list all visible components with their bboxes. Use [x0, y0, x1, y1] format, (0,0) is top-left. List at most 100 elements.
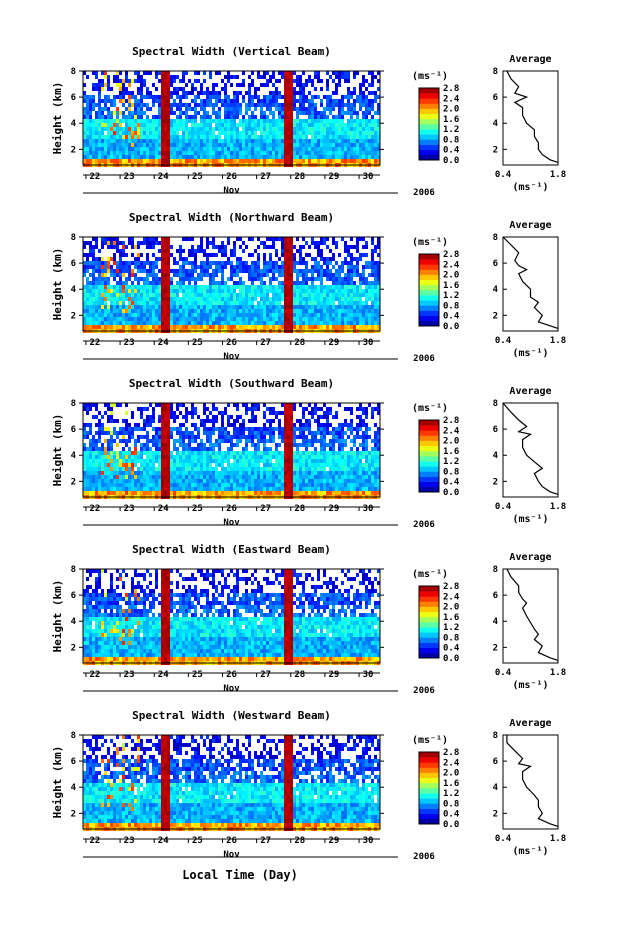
- heatmap-cell: [83, 261, 86, 265]
- heatmap-cell: [257, 139, 260, 143]
- heatmap-cell: [170, 415, 173, 419]
- heatmap-cell: [125, 427, 128, 431]
- heatmap-cell: [89, 135, 92, 139]
- heatmap-cell: [344, 325, 347, 329]
- heatmap-cell: [161, 301, 164, 305]
- heatmap-cell: [170, 431, 173, 435]
- heatmap-cell: [131, 79, 134, 83]
- heatmap-cell: [146, 123, 149, 127]
- heatmap-cell: [134, 463, 137, 467]
- heatmap-cell: [251, 305, 254, 309]
- heatmap-cell: [275, 103, 278, 107]
- heatmap-cell: [212, 475, 215, 479]
- heatmap-cell: [191, 99, 194, 103]
- heatmap-cell: [302, 159, 305, 163]
- heatmap-cell: [311, 321, 314, 325]
- heatmap-cell: [152, 253, 155, 257]
- heatmap-cell: [239, 281, 242, 285]
- heatmap-cell: [374, 139, 377, 143]
- heatmap-cell: [257, 95, 260, 99]
- heatmap-cell: [116, 107, 119, 111]
- heatmap-cell: [227, 321, 230, 325]
- heatmap-cell: [191, 293, 194, 297]
- heatmap-cell: [95, 479, 98, 483]
- heatmap-cell: [83, 119, 86, 123]
- heatmap-cell: [374, 131, 377, 135]
- heatmap-cell: [200, 313, 203, 317]
- heatmap-cell: [227, 289, 230, 293]
- heatmap-cell: [233, 123, 236, 127]
- heatmap-cell: [209, 265, 212, 269]
- heatmap-cell: [164, 475, 167, 479]
- heatmap-cell: [248, 103, 251, 107]
- heatmap-cell: [107, 297, 110, 301]
- heatmap-cell: [182, 79, 185, 83]
- heatmap-cell: [215, 119, 218, 123]
- heatmap-cell: [221, 245, 224, 249]
- heatmap-cell: [182, 127, 185, 131]
- heatmap-cell: [239, 317, 242, 321]
- heatmap-cell: [146, 443, 149, 447]
- heatmap-cell: [170, 103, 173, 107]
- heatmap-cell: [158, 321, 161, 325]
- heatmap-cell: [146, 285, 149, 289]
- heatmap-cell: [179, 143, 182, 147]
- heatmap-cell: [116, 71, 119, 75]
- heatmap-cell: [305, 269, 308, 273]
- heatmap-cell: [194, 451, 197, 455]
- heatmap-cell: [227, 147, 230, 151]
- heatmap-cell: [215, 135, 218, 139]
- heatmap-cell: [344, 261, 347, 265]
- heatmap-cell: [236, 107, 239, 111]
- heatmap-cell: [362, 135, 365, 139]
- heatmap-cell: [230, 325, 233, 329]
- heatmap-cell: [116, 127, 119, 131]
- heatmap-cell: [161, 139, 164, 143]
- heatmap-cell: [131, 273, 134, 277]
- heatmap-cell: [269, 131, 272, 135]
- heatmap-cell: [338, 119, 341, 123]
- heatmap-cell: [152, 155, 155, 159]
- heatmap-cell: [185, 321, 188, 325]
- heatmap-cell: [209, 135, 212, 139]
- heatmap-cell: [173, 479, 176, 483]
- heatmap-cell: [284, 143, 287, 147]
- heatmap-cell: [113, 241, 116, 245]
- heatmap-cell: [272, 297, 275, 301]
- heatmap-cell: [131, 467, 134, 471]
- heatmap-cell: [158, 325, 161, 329]
- heatmap-cell: [335, 123, 338, 127]
- heatmap-cell: [98, 317, 101, 321]
- heatmap-cell: [320, 99, 323, 103]
- heatmap-cell: [377, 103, 380, 107]
- heatmap-cell: [335, 297, 338, 301]
- heatmap-cell: [317, 131, 320, 135]
- heatmap-cell: [110, 301, 113, 305]
- heatmap-cell: [140, 107, 143, 111]
- heatmap-cell: [83, 451, 86, 455]
- heatmap-cell: [224, 111, 227, 115]
- heatmap-cell: [245, 309, 248, 313]
- heatmap-cell: [275, 147, 278, 151]
- heatmap-cell: [284, 317, 287, 321]
- heatmap-cell: [320, 87, 323, 91]
- heatmap-cell: [209, 147, 212, 151]
- heatmap-cell: [218, 435, 221, 439]
- heatmap-cell: [374, 297, 377, 301]
- heatmap-cell: [317, 321, 320, 325]
- heatmap-cell: [323, 309, 326, 313]
- heatmap-cell: [257, 289, 260, 293]
- heatmap-cell: [368, 321, 371, 325]
- heatmap-cell: [299, 87, 302, 91]
- heatmap-cell: [356, 297, 359, 301]
- heatmap-cell: [374, 75, 377, 79]
- heatmap-cell: [182, 111, 185, 115]
- heatmap-cell: [191, 261, 194, 265]
- heatmap-cell: [158, 459, 161, 463]
- heatmap-cell: [179, 103, 182, 107]
- heatmap-cell: [353, 245, 356, 249]
- heatmap-cell: [230, 107, 233, 111]
- heatmap-cell: [191, 411, 194, 415]
- heatmap-cell: [296, 273, 299, 277]
- heatmap-cell: [116, 467, 119, 471]
